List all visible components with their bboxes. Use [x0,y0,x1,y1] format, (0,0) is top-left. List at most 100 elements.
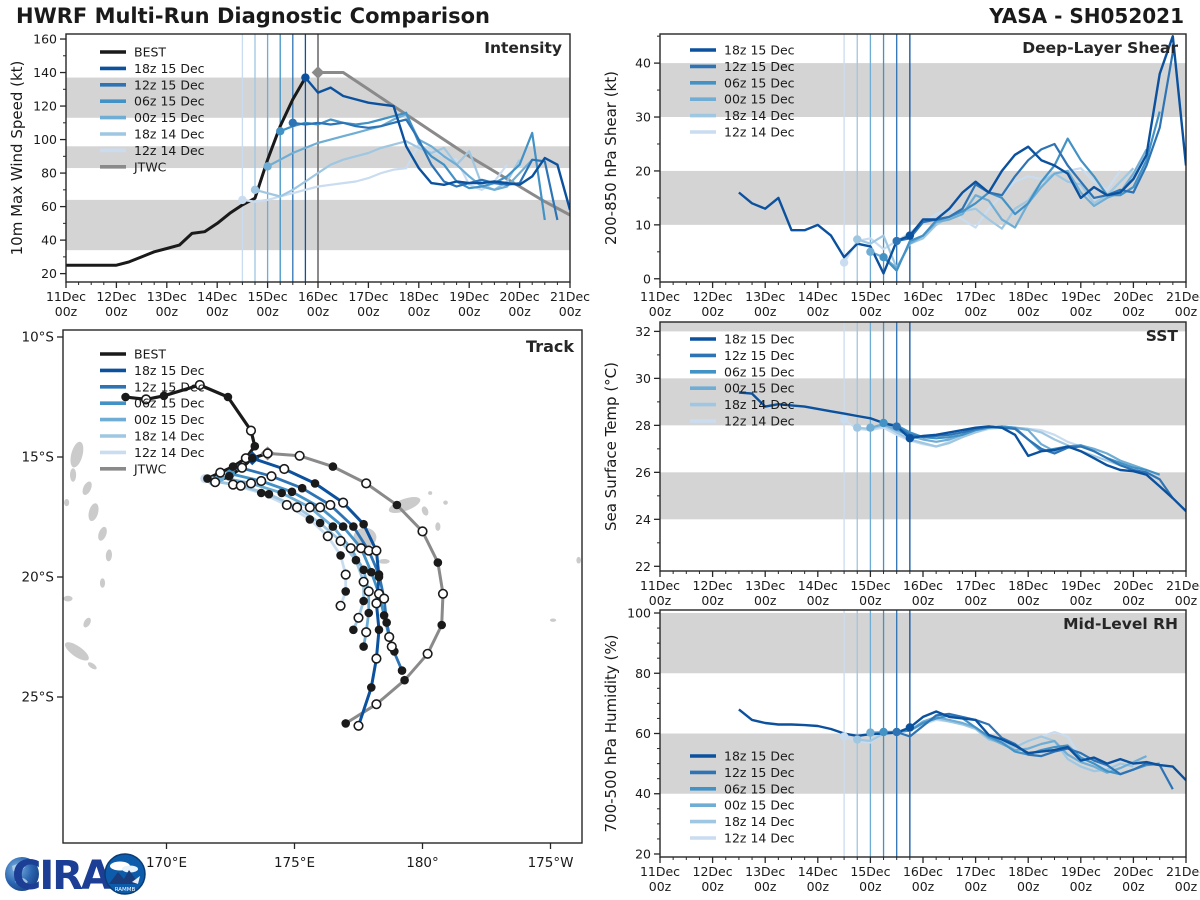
x-tick-label: 18Dec [399,289,439,304]
y-axis-label: 200-850 hPa Shear (kt) [602,71,620,245]
panel-intensity: 11Dec00z12Dec00z13Dec00z14Dec00z15Dec00z… [8,32,590,319]
lon-tick-label: 170°E [146,855,187,871]
init-marker [276,126,285,136]
track-fix-12z [358,576,369,587]
legend-label: 18z 14 Dec [134,127,205,142]
track-fix-00z [338,522,348,531]
legend-label: JTWC [133,461,167,476]
x-tick-label: 18Dec [1008,578,1048,593]
x-tick-label: 12Dec [693,578,733,593]
x-tick-label: 11Dec [46,289,86,304]
storm-id-title: YASA - SH052021 [989,4,1184,28]
x-tick-label-hour: 00z [1122,593,1145,608]
legend-label: 00z 15 Dec [134,412,205,427]
track-fix-00z [247,453,257,463]
panel-title: Track [526,337,574,356]
legend-label: 18z 14 Dec [724,814,795,829]
track-06z-15-dec [230,472,396,652]
track-fix-12z [245,425,257,436]
land-mass [99,578,106,588]
x-tick-label: 11Dec [640,289,680,304]
y-tick-label: 26 [635,465,651,480]
x-tick-label: 16Dec [903,289,943,304]
land-mass [428,491,433,495]
legend-label: 12z 15 Dec [724,59,795,74]
land-mass [353,527,377,548]
shade-band [660,378,1186,426]
init-marker [839,258,849,267]
track-fix-00z [364,608,374,618]
init-marker [905,231,915,240]
land-mass [443,500,448,505]
init-marker [288,118,297,128]
track-fix-12z [386,641,397,652]
init-marker [853,423,862,432]
x-tick-label-hour: 00z [701,593,724,608]
track-fix-12z [245,478,257,489]
shade-band [660,472,1186,520]
track-fix-12z [363,586,374,597]
panel-title: Mid-Level RH [1063,615,1178,633]
x-tick-label: 21Dec [1166,578,1200,593]
land-mass [63,595,73,602]
x-tick-label: 14Dec [798,578,838,593]
series-shear-06z-15-dec [882,111,1161,272]
x-tick-label: 17Dec [348,289,388,304]
x-tick-label-hour: 00z [859,304,882,319]
x-tick-label: 14Dec [798,864,838,879]
track-fix-00z [336,551,345,560]
land-mass [69,468,77,482]
shade-band [660,613,1186,674]
x-tick-label-hour: 00z [964,304,987,319]
series-intensity-18z-15-dec [304,76,570,211]
series-shear-12z-14-dec [843,167,1122,264]
x-tick-label-hour: 00z [964,593,987,608]
legend-label: 18z 14 Dec [724,108,795,123]
track-fix-12z [371,598,382,609]
init-marker [879,727,888,737]
x-tick-label-hour: 00z [701,304,724,319]
track-fix-00z [359,565,368,575]
x-tick-label-hour: 00z [859,879,882,894]
legend-label: 06z 15 Dec [134,396,205,411]
y-tick-label: 20 [41,266,57,281]
x-tick-label: 15Dec [850,578,890,593]
x-tick-label-hour: 00z [912,593,935,608]
x-tick-label: 19Dec [449,289,489,304]
track-fix-12z [417,526,428,537]
track-fix-00z [433,558,443,567]
lat-tick-label: 15°S [22,450,55,466]
init-marker [879,253,888,262]
land-mass [576,556,581,564]
x-tick-label: 13Dec [745,289,785,304]
init-marker [839,732,849,741]
land-mass [64,642,89,661]
x-tick-label: 14Dec [197,289,237,304]
track-fix-00z [351,555,361,565]
y-tick-label: 60 [635,726,651,741]
x-tick-label: 20Dec [500,289,540,304]
track-fix-00z [305,515,315,524]
plot-frame [62,329,583,844]
y-tick-label: 120 [33,99,57,114]
track-fix-00z [349,625,358,635]
x-tick-label-hour: 00z [1070,304,1093,319]
track-fix-00z [203,474,212,483]
y-tick-label: 20 [635,846,651,861]
x-tick-label: 21Dec [550,289,590,304]
x-tick-label: 21Dec [1166,864,1200,879]
land-mass [378,559,390,564]
init-marker [905,723,915,732]
x-tick-label-hour: 00z [649,304,672,319]
x-tick-label: 13Dec [147,289,187,304]
track-fix-00z [224,471,234,481]
track-fix-00z [328,522,338,531]
track-fix-12z [361,627,372,638]
x-tick-label: 18Dec [1008,289,1048,304]
x-tick-label: 13Dec [745,864,785,879]
legend-label: 18z 15 Dec [134,363,205,378]
legend-label: 12z 14 Dec [134,143,205,158]
track-fix-00z [392,500,402,510]
y-tick-label: 10 [635,217,651,232]
